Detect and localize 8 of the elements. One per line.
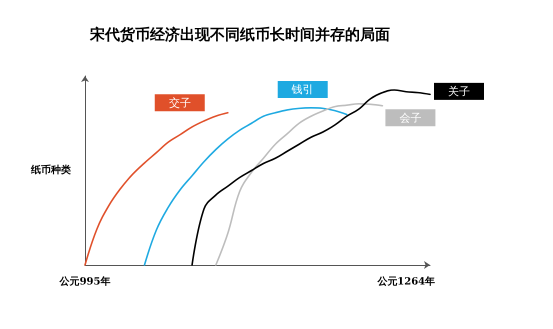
series-label: 会子 xyxy=(399,111,422,124)
x-tick-label: 公元1264年 xyxy=(376,276,436,288)
series-label: 关子 xyxy=(448,84,470,98)
y-axis-title: 纸币种类 xyxy=(30,164,71,176)
series-label: 钱引 xyxy=(290,83,314,96)
series-label: 交子 xyxy=(168,96,191,110)
chart-title: 宋代货币经济出现不同纸币长时间并存的局面 xyxy=(89,26,390,44)
x-tick-label: 公元995年 xyxy=(58,276,110,288)
